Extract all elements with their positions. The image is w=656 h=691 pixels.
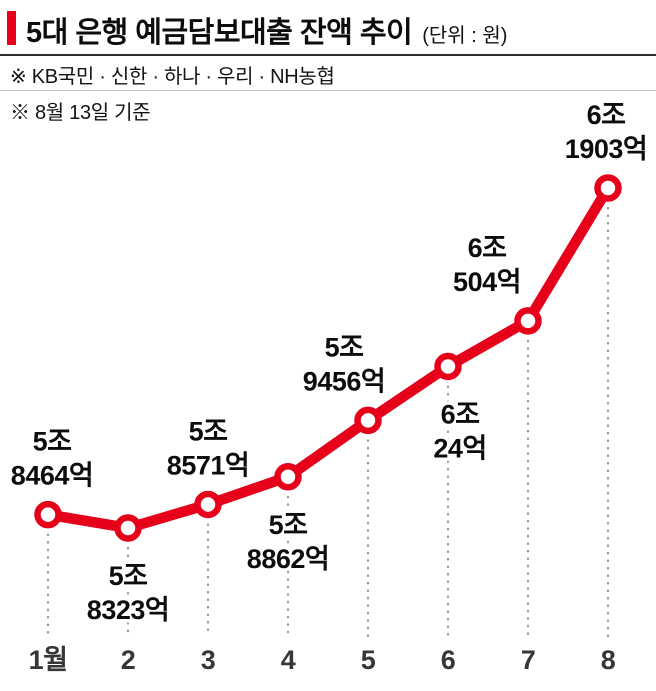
point-label: 5조 9456억 [303, 332, 385, 396]
unit-label: (단위 : 원) [422, 25, 508, 47]
x-axis-label: 4 [281, 645, 296, 675]
x-axis-label: 6 [441, 645, 456, 675]
data-point [594, 174, 622, 202]
point-label: 5조 8862억 [247, 510, 329, 574]
x-axis-label: 3 [201, 645, 216, 675]
x-axis-label: 5 [361, 645, 376, 675]
note-banks: ※ KB국민 · 신한 · 하나 · 우리 · NH농협 [10, 66, 335, 88]
data-point [354, 406, 382, 435]
chart-title: 5대 은행 예금담보대출 잔액 추이 [26, 17, 413, 49]
chart-header: 5대 은행 예금담보대출 잔액 추이 (단위 : 원) [26, 9, 507, 51]
data-point [514, 307, 542, 335]
data-point [194, 490, 222, 519]
point-label: 6조 24억 [433, 399, 486, 463]
divider-middle [0, 90, 656, 91]
point-label: 5조 8571억 [167, 416, 249, 480]
divider-top [0, 54, 656, 56]
point-label: 6조 504억 [453, 233, 521, 297]
title-accent-bar [7, 11, 16, 45]
trend-line [42, 182, 614, 534]
point-label: 6조 1903억 [565, 100, 647, 164]
point-label: 5조 8323억 [87, 561, 169, 625]
x-axis-label: 8 [601, 645, 616, 675]
x-axis-label: 1월 [29, 645, 68, 675]
note-date: ※ 8월 13일 기준 [10, 102, 151, 124]
x-axis-label: 7 [521, 645, 536, 675]
data-point [434, 352, 462, 381]
data-point [274, 463, 302, 491]
x-axis-label: 2 [121, 645, 136, 675]
data-point [34, 500, 62, 529]
point-label: 5조 8464억 [11, 427, 93, 491]
data-point [114, 514, 142, 542]
